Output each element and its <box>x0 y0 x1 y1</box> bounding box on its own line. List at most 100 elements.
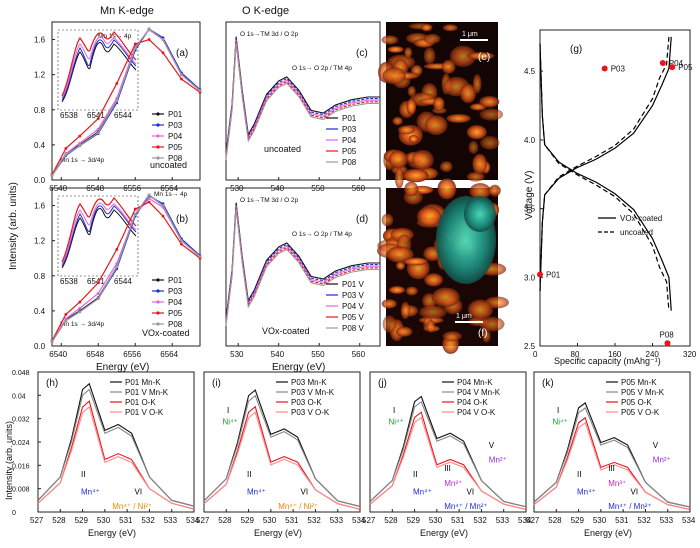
series-h-1 <box>37 388 195 507</box>
legend-label-b: P05 <box>168 309 183 318</box>
particle <box>467 299 493 320</box>
annotation-k: V <box>653 441 659 450</box>
annotation-j: Mn⁴⁺ / Mn²⁺ <box>444 502 487 511</box>
xlabel-g: Specific capacity (mAhg⁻¹) <box>554 356 661 366</box>
panel-f-label: (f) <box>478 328 487 339</box>
particle <box>441 59 456 74</box>
point-b-P05 <box>161 214 165 218</box>
xtick-label-j: 531 <box>451 516 465 525</box>
annotation-j: Mn³⁺ <box>444 479 462 488</box>
legend-marker-b <box>156 278 160 282</box>
particle <box>442 331 463 342</box>
series-j-3 <box>369 416 527 510</box>
ytick-label-b: 1.2 <box>34 237 46 246</box>
series-c-P08 <box>225 43 380 160</box>
particle <box>403 257 428 266</box>
particle <box>404 47 413 59</box>
panel-b: 6538 6541 6544 Mn 1s→ 4p Mn 1s → 3d/4p (… <box>34 187 202 359</box>
legend-label-a: P03 <box>168 121 183 130</box>
particle <box>472 153 488 175</box>
legend-label-k: P05 O-K <box>621 398 652 407</box>
legend-label-a: P04 <box>168 132 183 141</box>
panel-i-frame <box>203 371 361 513</box>
particle <box>394 167 404 189</box>
xtick-label-g: 80 <box>571 350 580 359</box>
annotation-h: Mn⁴⁺ <box>81 488 100 497</box>
point-a-P04 <box>78 141 82 145</box>
o-k-edge-header: O K-edge <box>242 5 289 17</box>
yticks-a: 0.0 0.4 0.8 1.2 1.6 <box>34 36 55 185</box>
legend-marker-b <box>156 300 160 304</box>
particle <box>479 96 500 108</box>
legend-label-i: P03 Mn-K <box>291 378 327 387</box>
point-b-P05 <box>133 207 137 211</box>
particle <box>402 168 429 183</box>
annotation-i: I <box>227 406 229 415</box>
discharge-curve-uncoated <box>539 43 670 311</box>
point-b-P08 <box>161 204 165 207</box>
particle <box>472 74 482 94</box>
xtick-label-h: 529 <box>75 516 89 525</box>
xtick-label-k: 528 <box>548 516 562 525</box>
particle <box>446 113 471 123</box>
xtick-label-j: 529 <box>407 516 421 525</box>
xtick-label-g: 0 <box>533 350 538 359</box>
legend-label-k: P05 V O-K <box>621 408 660 417</box>
legend-marker-a <box>156 145 160 149</box>
xtick-label-j: 534 <box>518 516 532 525</box>
panel-c: O 1s→TM 3d / O 2p O 1s→ O 2p / TM 4p (c)… <box>225 21 381 193</box>
ylabel-bottom: Intensity (arb. units) <box>4 421 14 500</box>
particle <box>387 46 404 53</box>
particle <box>482 329 491 343</box>
legend-b: P01 P03 P04 P05 P08 <box>152 276 183 329</box>
point-a-P08 <box>115 99 119 103</box>
annotation-j: III <box>444 464 451 473</box>
panel-h-frame <box>37 371 195 513</box>
legend-g-coated: VOx-coated <box>620 214 662 223</box>
annotation-k: II <box>577 470 581 479</box>
legend-label-j: P04 O-K <box>457 398 488 407</box>
ytick-label-h: 0.04 <box>12 393 26 400</box>
inset-tick-a3: 6544 <box>114 111 132 120</box>
particle <box>400 301 411 320</box>
inset-tick-b1: 6538 <box>60 277 78 286</box>
point-b-P05 <box>147 200 151 204</box>
xtick-label-d: 540 <box>271 350 285 359</box>
series-b-P08 <box>51 194 201 342</box>
annotation-j: VI <box>467 488 475 497</box>
mn-pre-annot-b: Mn 1s → 3d/4p <box>60 321 104 328</box>
ytick-label-b: 0.4 <box>34 307 46 316</box>
point-a-P05 <box>180 77 183 81</box>
particle <box>460 83 476 104</box>
particle <box>419 305 447 319</box>
xtick-label-b: 6564 <box>160 350 178 359</box>
point-a-P08 <box>64 153 68 156</box>
point-a-P05 <box>133 42 137 46</box>
ytick-label-h: 0.008 <box>12 487 30 494</box>
xtick-label-j: 527 <box>362 516 376 525</box>
legend-c: P01 P03 P04 P05 P08 <box>326 114 357 167</box>
xtick-label-k: 533 <box>660 516 674 525</box>
particle <box>423 33 441 44</box>
point-b-P04 <box>147 197 151 200</box>
point-b-P05 <box>96 281 100 285</box>
legend-g-uncoated: uncoated <box>620 228 653 237</box>
point-a-P08 <box>147 27 151 31</box>
vox-coated-label-d: VOx-coated <box>262 326 310 336</box>
annotation-h: VI <box>135 488 143 497</box>
series-d-P08-V <box>225 209 380 326</box>
particle <box>479 316 505 332</box>
point-a-P05 <box>161 51 165 55</box>
legend-a: P01 P03 P04 P05 P08 <box>152 110 183 163</box>
particle <box>469 183 491 200</box>
particle <box>466 171 485 182</box>
xtick-label-d: 550 <box>311 350 325 359</box>
state-point-P08 <box>664 340 671 347</box>
xtick-label-i: 533 <box>330 516 344 525</box>
particle <box>442 24 458 32</box>
xtick-label-g: 160 <box>608 350 622 359</box>
